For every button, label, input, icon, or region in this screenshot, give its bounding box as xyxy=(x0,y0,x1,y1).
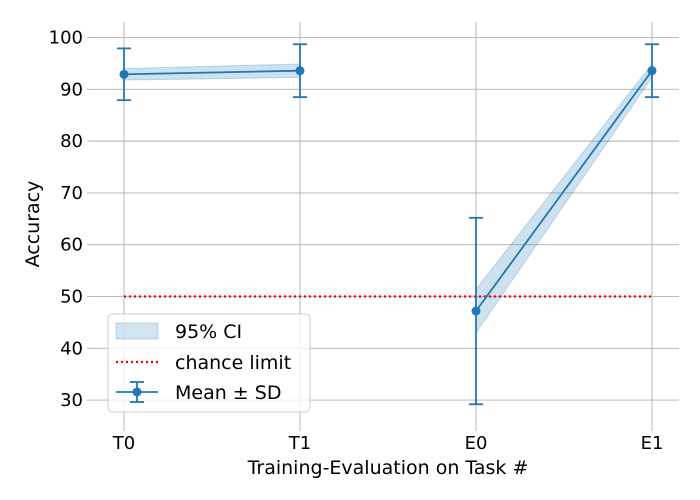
y-tick-label: 100 xyxy=(49,28,83,49)
mean-line-segment xyxy=(475,70,653,312)
legend-mean-swatch xyxy=(116,381,158,403)
y-tick-label: 30 xyxy=(60,390,83,411)
y-tick-label: 90 xyxy=(60,79,83,100)
y-tick-label: 50 xyxy=(60,287,83,308)
legend-chance-label: chance limit xyxy=(175,352,291,374)
x-axis-label: Training-Evaluation on Task # xyxy=(247,457,529,479)
x-tick-label: T0 xyxy=(112,433,135,454)
legend-ci-label: 95% CI xyxy=(175,321,242,343)
legend-frame xyxy=(107,313,311,413)
mean-point xyxy=(471,306,481,316)
tick-labels: 30 40 50 60 70 80 90 100 T0 T1 E0 E1 xyxy=(49,28,664,454)
y-tick-label: 80 xyxy=(60,131,83,152)
x-tick-label: E0 xyxy=(465,433,488,454)
x-tick-label: E1 xyxy=(641,433,664,454)
y-tick-label: 70 xyxy=(60,183,83,204)
ci-band xyxy=(475,62,653,335)
y-tick-label: 40 xyxy=(60,338,83,359)
legend-ci-swatch xyxy=(115,322,159,340)
ci-bands xyxy=(123,62,653,335)
legend: 95% CI chance limit Mean ± SD xyxy=(107,313,311,413)
mean-point xyxy=(295,66,305,76)
legend-mean-label: Mean ± SD xyxy=(175,382,281,404)
y-tick-label: 60 xyxy=(60,235,83,256)
x-tick-label: T1 xyxy=(288,433,311,454)
mean-series xyxy=(117,43,659,406)
mean-line-segment xyxy=(123,69,301,76)
mean-point xyxy=(119,69,129,79)
y-axis-label: Accuracy xyxy=(22,181,44,268)
mean-point xyxy=(647,66,657,76)
